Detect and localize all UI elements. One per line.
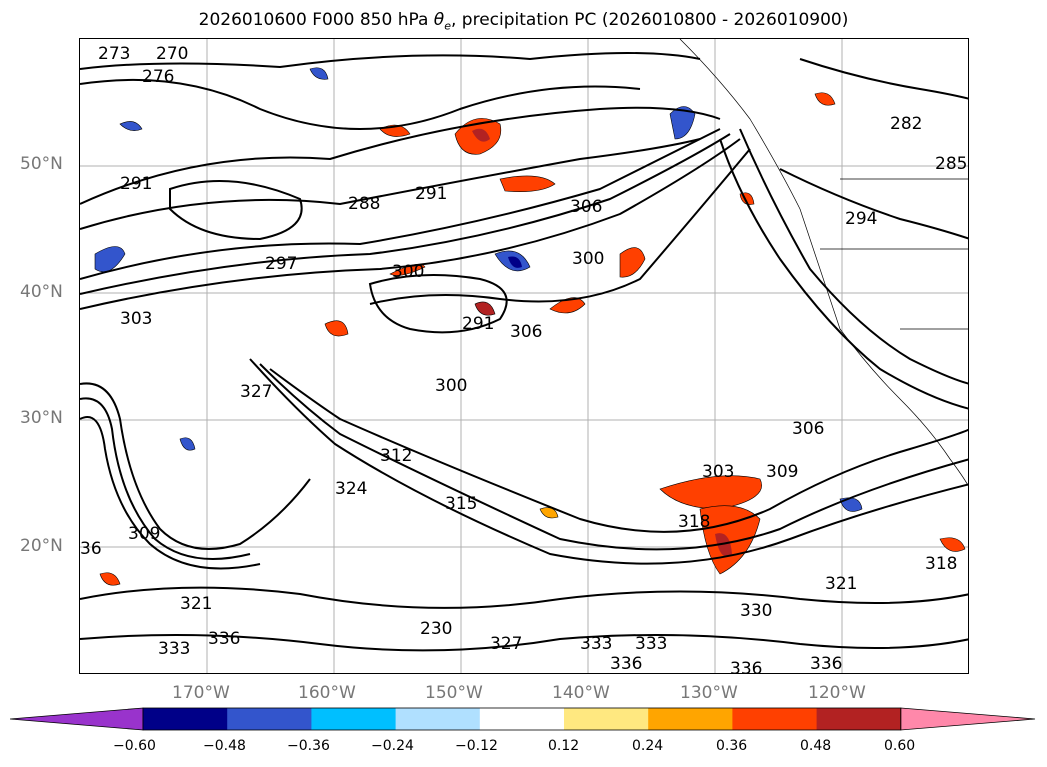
colorbar-arrow-low bbox=[10, 707, 144, 731]
lon-tick-160: 160°W bbox=[298, 683, 356, 703]
contour-label: 309 bbox=[766, 462, 798, 482]
contour-label: 288 bbox=[348, 194, 380, 214]
contour-label: 291 bbox=[415, 184, 447, 204]
coastlines bbox=[679, 39, 968, 487]
colorbar-tick-label: 0.12 bbox=[548, 738, 580, 754]
lon-tick-140: 140°W bbox=[552, 683, 610, 703]
colorbar-bin bbox=[648, 708, 733, 730]
colorbar-bin bbox=[816, 708, 902, 730]
title-theta: θ bbox=[433, 10, 445, 30]
contour-label: 230 bbox=[420, 619, 452, 639]
contour-label: 333 bbox=[635, 634, 667, 654]
colorbar-tick-label: 0.48 bbox=[800, 738, 832, 754]
colorbar-bins bbox=[10, 707, 1036, 731]
contour-label: 36 bbox=[80, 539, 102, 559]
contour-label: 294 bbox=[845, 209, 877, 229]
contour-label: 315 bbox=[445, 494, 477, 514]
contour-label: 306 bbox=[792, 419, 824, 439]
contour-label: 312 bbox=[380, 446, 412, 466]
colorbar-outline bbox=[142, 707, 902, 731]
lat-tick-20: 20°N bbox=[20, 536, 63, 556]
lat-tick-30: 30°N bbox=[20, 408, 63, 428]
contour-label: 309 bbox=[128, 524, 160, 544]
colorbar-bin bbox=[732, 708, 818, 730]
colorbar-tick-label: 0.24 bbox=[632, 738, 664, 754]
contour-label: 291 bbox=[120, 174, 152, 194]
colorbar-bin bbox=[395, 708, 481, 730]
contour-label: 318 bbox=[678, 512, 710, 532]
colorbar-bin bbox=[143, 708, 228, 730]
contour-label: 333 bbox=[158, 639, 190, 659]
theta-e-contours bbox=[80, 52, 968, 652]
contour-label: 333 bbox=[580, 634, 612, 654]
contour-label: 303 bbox=[702, 462, 734, 482]
contour-label: 336 bbox=[730, 659, 762, 674]
colorbar-tick-label: −0.60 bbox=[113, 738, 156, 754]
contour-label-group: 273 270 276 282 285 291 288 291 306 294 … bbox=[80, 44, 967, 674]
contour-label: 327 bbox=[490, 634, 522, 654]
contour-label: 321 bbox=[825, 574, 857, 594]
contour-label: 303 bbox=[120, 309, 152, 329]
contour-label: 273 bbox=[98, 44, 130, 64]
contour-label: 306 bbox=[510, 322, 542, 342]
lon-tick-170: 170°W bbox=[172, 683, 230, 703]
contour-label: 270 bbox=[156, 44, 188, 64]
contour-label: 336 bbox=[208, 629, 240, 649]
lon-tick-130: 130°W bbox=[680, 683, 738, 703]
contour-label: 318 bbox=[925, 554, 957, 574]
contour-label: 306 bbox=[570, 197, 602, 217]
contour-label: 291 bbox=[462, 314, 494, 334]
contour-label: 321 bbox=[180, 594, 212, 614]
contour-label: 327 bbox=[240, 382, 272, 402]
colorbar-arrow-high bbox=[900, 707, 1036, 731]
contour-label: 324 bbox=[335, 479, 367, 499]
colorbar-bin bbox=[564, 708, 649, 730]
contour-label: 285 bbox=[935, 154, 967, 174]
lat-tick-50: 50°N bbox=[20, 154, 63, 174]
contour-label: 336 bbox=[610, 654, 642, 674]
colorbar-tick-label: −0.12 bbox=[455, 738, 498, 754]
contour-label: 276 bbox=[142, 67, 174, 87]
colorbar-tick-label: 0.60 bbox=[884, 738, 916, 754]
contour-label: 300 bbox=[392, 262, 424, 282]
colorbar-bin bbox=[227, 708, 312, 730]
contour-label: 297 bbox=[265, 254, 297, 274]
colorbar-tick-label: −0.24 bbox=[371, 738, 414, 754]
colorbar bbox=[10, 707, 1036, 731]
contour-label: 300 bbox=[435, 376, 467, 396]
contour-label: 300 bbox=[572, 249, 604, 269]
lon-tick-150: 150°W bbox=[425, 683, 483, 703]
colorbar-bin bbox=[311, 708, 397, 730]
colorbar-tick-label: −0.36 bbox=[287, 738, 330, 754]
chart-title: 2026010600 F000 850 hPa θe, precipitatio… bbox=[0, 10, 1047, 32]
contour-label: 282 bbox=[890, 114, 922, 134]
colorbar-bin bbox=[479, 708, 565, 730]
contour-label: 336 bbox=[810, 654, 842, 674]
map-panel: 273 270 276 282 285 291 288 291 306 294 … bbox=[79, 38, 969, 674]
lat-tick-40: 40°N bbox=[20, 282, 63, 302]
title-theta-sub: e bbox=[444, 19, 451, 33]
precip-shading bbox=[94, 67, 966, 586]
colorbar-tick-label: −0.48 bbox=[203, 738, 246, 754]
colorbar-tick-label: 0.36 bbox=[716, 738, 748, 754]
title-suffix: , precipitation PC (2026010800 - 2026010… bbox=[450, 10, 849, 30]
contour-label: 330 bbox=[740, 601, 772, 621]
contour-map: 273 270 276 282 285 291 288 291 306 294 … bbox=[80, 39, 968, 674]
lon-tick-120: 120°W bbox=[808, 683, 866, 703]
title-prefix: 2026010600 F000 850 hPa bbox=[198, 10, 434, 30]
